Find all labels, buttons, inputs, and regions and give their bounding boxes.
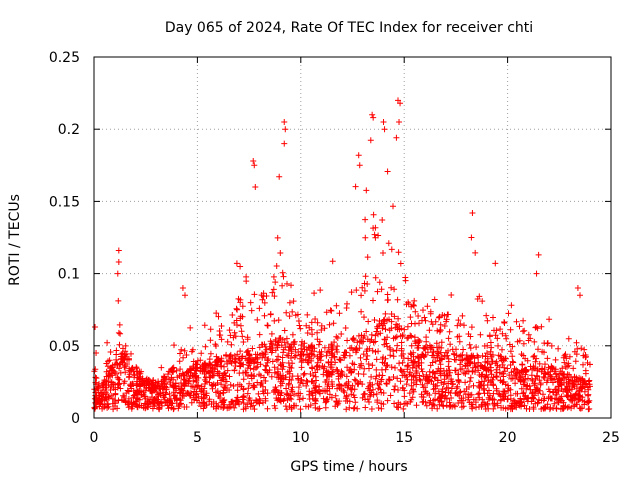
- roti-peak-point: [380, 118, 387, 125]
- x-tick-label: 5: [193, 430, 202, 446]
- roti-peak-point: [381, 126, 388, 133]
- x-tick-label: 15: [395, 430, 413, 446]
- roti-peak-point: [115, 247, 122, 254]
- x-tick-label: 0: [90, 430, 99, 446]
- axis-ticks: 0 5 10 15 20 25 0 0.05 0.1 0.15 0.2 0.25: [49, 50, 620, 446]
- roti-peak-point: [281, 118, 288, 125]
- roti-peak-point: [92, 324, 99, 331]
- roti-peak-point: [114, 270, 121, 277]
- x-tick-label: 25: [602, 430, 620, 446]
- roti-peak-point: [369, 111, 376, 118]
- y-tick-label: 0.2: [58, 122, 80, 138]
- roti-peak-point: [179, 285, 186, 292]
- y-tick-label: 0.1: [58, 267, 80, 283]
- roti-peak-point: [115, 259, 122, 266]
- roti-peak-point: [396, 118, 403, 125]
- x-axis-label: GPS time / hours: [290, 459, 407, 475]
- roti-peak-point: [370, 114, 377, 121]
- y-tick-label: 0.25: [49, 50, 80, 66]
- roti-peak-point: [250, 157, 257, 164]
- y-tick-label: 0: [71, 411, 80, 427]
- roti-peak-point: [468, 234, 475, 241]
- roti-peak-point: [281, 140, 288, 147]
- y-tick-label: 0.15: [49, 194, 80, 210]
- roti-peak-point: [535, 251, 542, 258]
- x-tick-label: 10: [292, 430, 310, 446]
- roti-peak-point: [397, 100, 404, 107]
- roti-peak-point: [356, 162, 363, 169]
- roti-peak-point: [469, 209, 476, 216]
- roti-peak-point: [533, 270, 540, 277]
- roti-peak-point: [251, 162, 258, 169]
- roti-peak-point: [181, 292, 188, 299]
- y-tick-label: 0.05: [49, 339, 80, 355]
- roti-peak-point: [252, 183, 259, 190]
- data-points: [91, 97, 593, 413]
- roti-marker-cloud: [91, 134, 593, 413]
- roti-peak-point: [576, 292, 583, 299]
- roti-peak-point: [574, 285, 581, 292]
- chart-title: Day 065 of 2024, Rate Of TEC Index for r…: [165, 20, 533, 36]
- roti-peak-point: [355, 152, 362, 159]
- y-axis-label: ROTI / TECUs: [7, 194, 23, 286]
- x-tick-label: 20: [499, 430, 517, 446]
- roti-peak-point: [282, 126, 289, 133]
- plot-frame: [93, 56, 612, 419]
